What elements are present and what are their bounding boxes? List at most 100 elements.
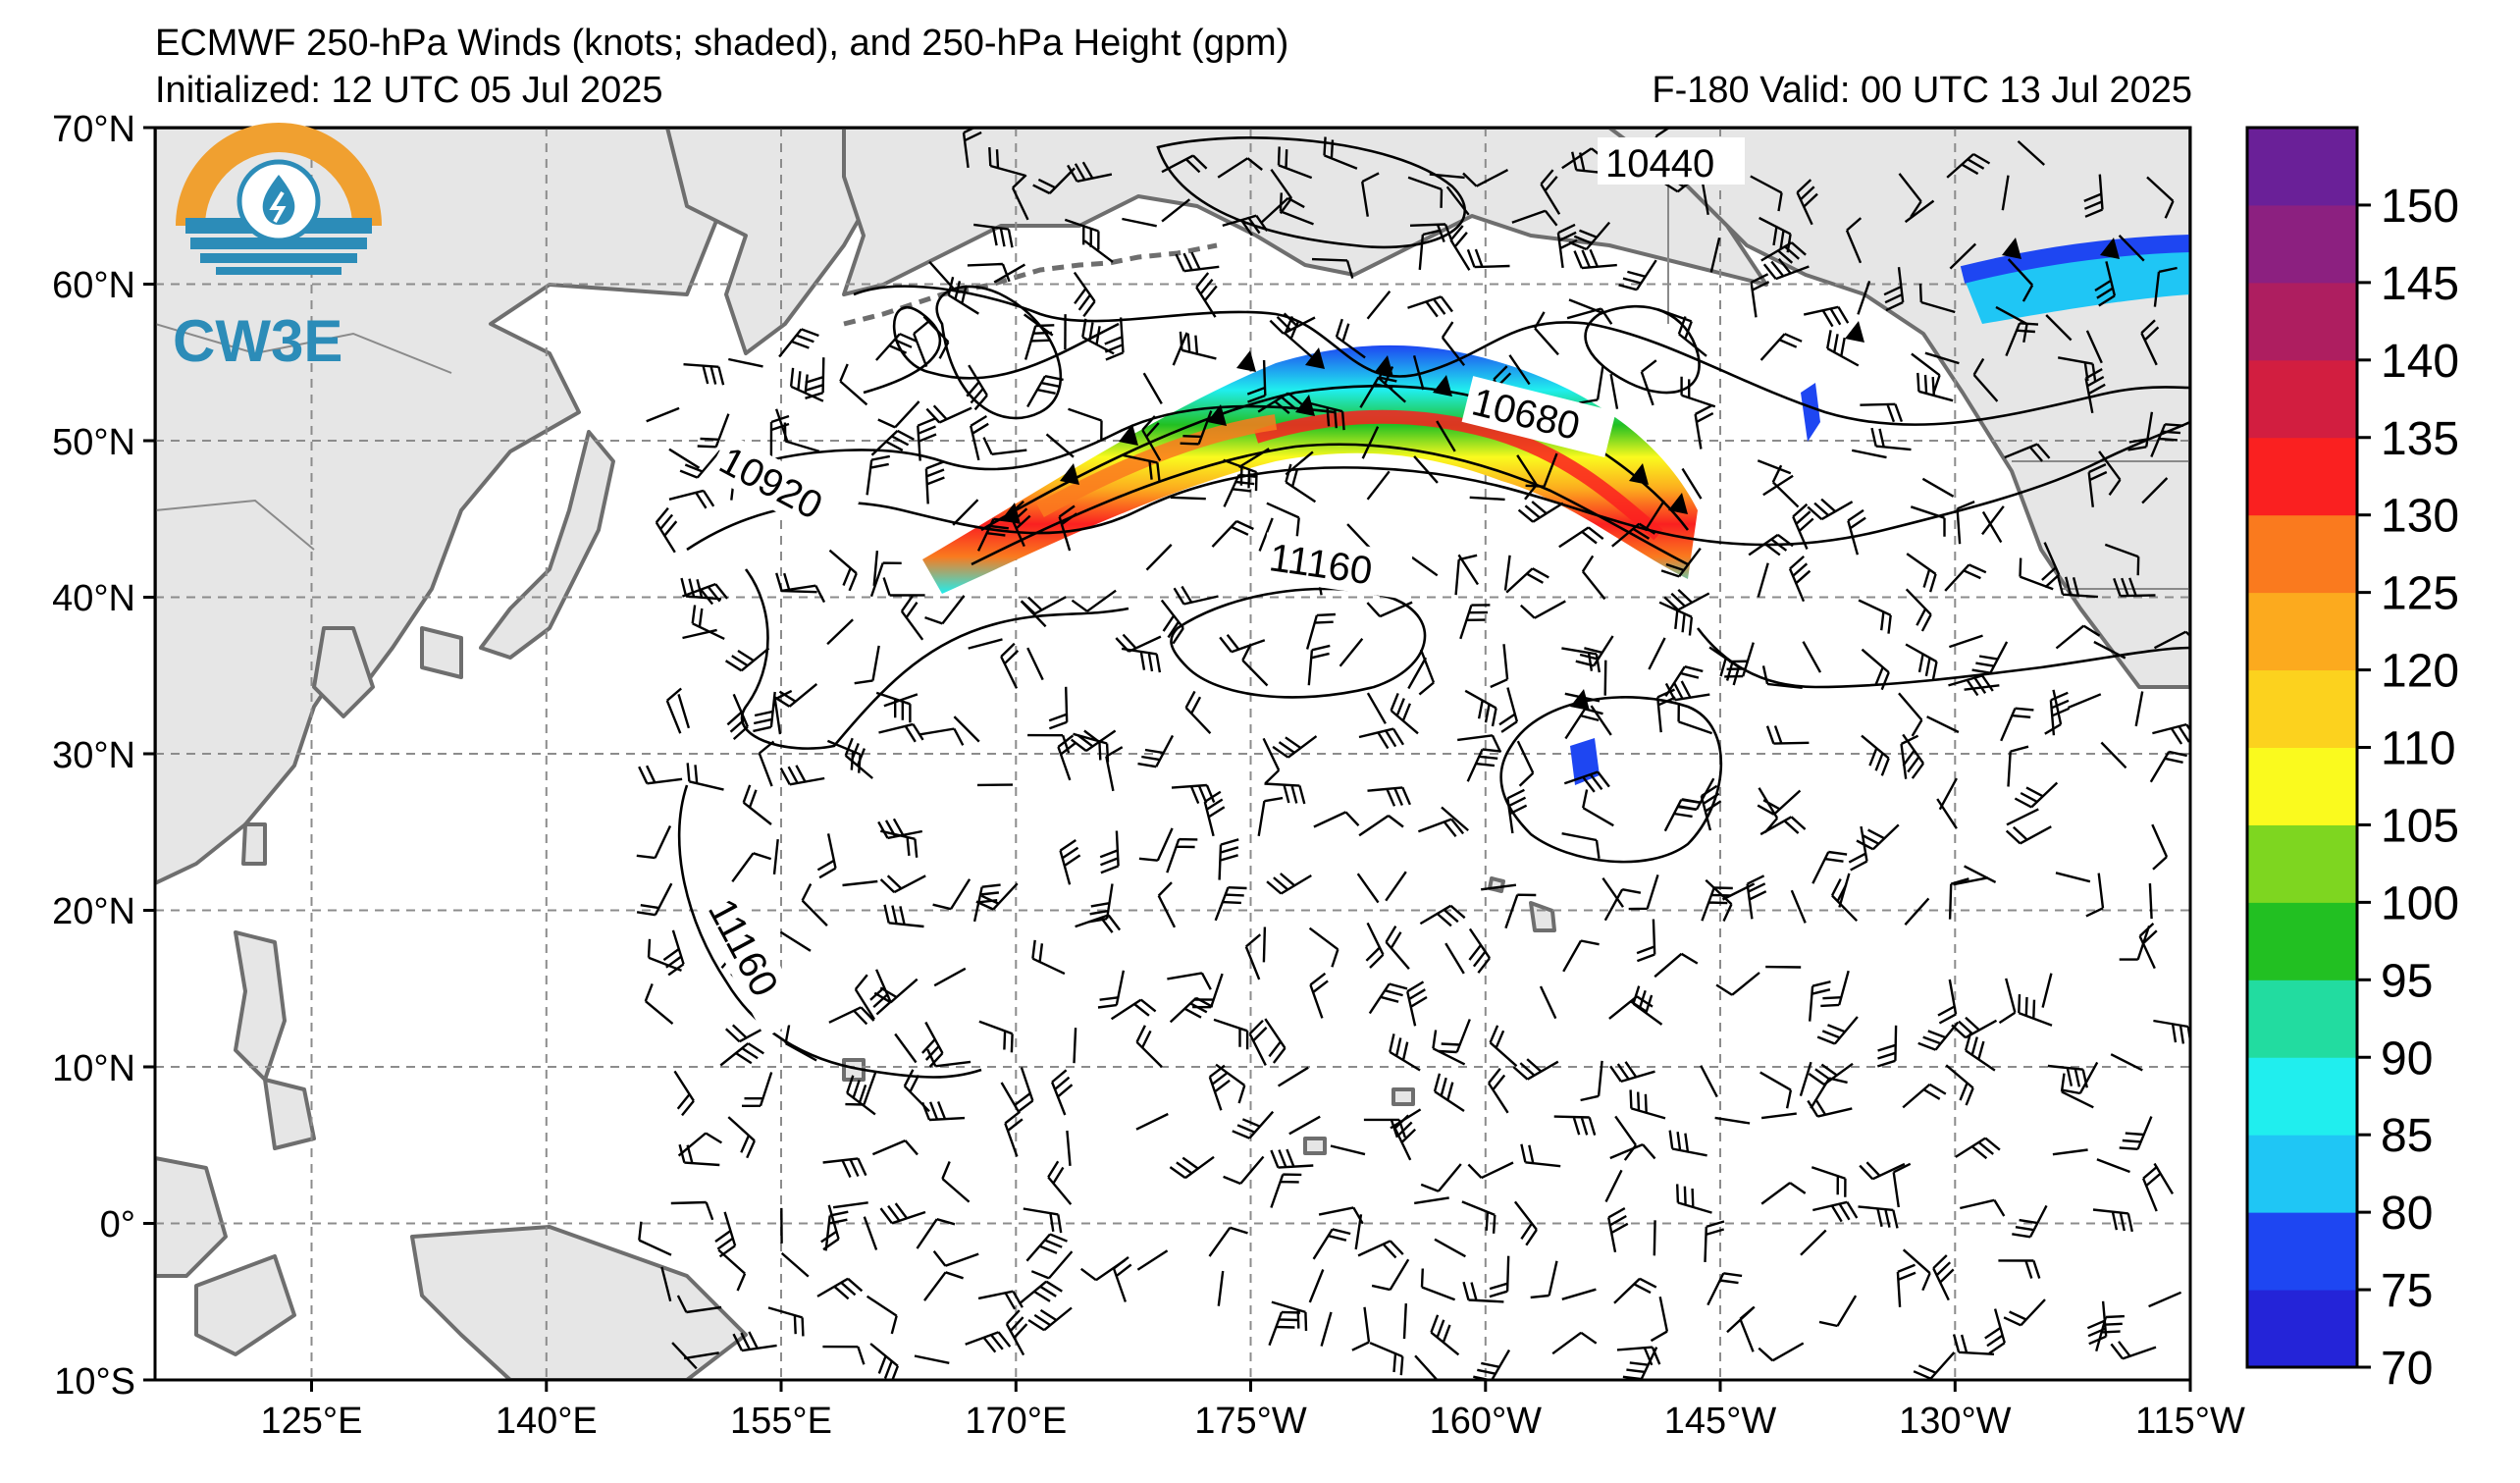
lat-label: 30°N bbox=[52, 735, 135, 776]
wind-barb bbox=[2005, 825, 2052, 845]
wind-barb bbox=[1208, 1064, 1231, 1111]
wind-barb bbox=[1904, 897, 1930, 927]
wind-barb bbox=[2041, 542, 2061, 589]
wind-barb bbox=[1739, 1305, 1756, 1352]
wind-barb bbox=[2151, 823, 2169, 871]
wind-barb bbox=[1504, 893, 1537, 929]
colorbar-bin bbox=[2247, 824, 2357, 903]
logo-text: CW3E bbox=[173, 308, 342, 374]
wind-barb bbox=[1219, 634, 1266, 654]
wind-barb bbox=[993, 263, 1025, 284]
wind-barb bbox=[1918, 283, 1956, 314]
wind-barb bbox=[697, 413, 730, 449]
wind-barb bbox=[1058, 504, 1077, 552]
wind-barb bbox=[1167, 972, 1212, 990]
wind-barb bbox=[1461, 1200, 1496, 1234]
wind-flag bbox=[1570, 689, 1590, 711]
wind-barb bbox=[726, 693, 750, 740]
wind-barb bbox=[2052, 1148, 2088, 1156]
wind-barb bbox=[1307, 401, 1345, 431]
wind-barb bbox=[1680, 376, 1716, 408]
wind-barb bbox=[1995, 305, 2028, 344]
wind-barb bbox=[1489, 1255, 1510, 1298]
wind-barb bbox=[1506, 788, 1528, 834]
wind-barb bbox=[1921, 477, 1955, 498]
wind-barb bbox=[1262, 737, 1281, 784]
wind-barb bbox=[1513, 1200, 1538, 1246]
lon-label: 140°E bbox=[496, 1401, 598, 1442]
wind-barb bbox=[1088, 883, 1114, 924]
wind-barb bbox=[1632, 985, 1663, 1026]
wind-barb bbox=[671, 1342, 698, 1370]
wind-barb bbox=[767, 1306, 805, 1337]
wind-barb bbox=[1613, 1277, 1657, 1304]
wind-barb bbox=[1173, 585, 1219, 606]
wind-barb bbox=[1305, 612, 1336, 650]
colorbar-tick-label: 140 bbox=[2381, 336, 2459, 388]
wind-barb bbox=[1468, 927, 1491, 974]
wind-barb bbox=[1122, 217, 1157, 228]
wind-barb bbox=[1553, 1115, 1597, 1136]
wind-barb bbox=[1721, 882, 1756, 901]
wind-barb bbox=[1141, 415, 1162, 461]
wind-barb bbox=[869, 1343, 900, 1380]
wind-barb bbox=[877, 818, 923, 840]
wind-barb bbox=[1628, 874, 1659, 911]
wind-barb bbox=[1944, 563, 1987, 592]
wind-barb bbox=[1369, 1342, 1404, 1376]
wind-barb bbox=[1563, 770, 1610, 793]
wind-barb bbox=[2085, 330, 2103, 364]
wind-barb bbox=[1948, 674, 1994, 697]
wind-barb bbox=[1750, 175, 1783, 212]
wind-barb bbox=[1358, 815, 1404, 837]
wind-barb bbox=[1068, 407, 1103, 440]
wind-barb bbox=[1851, 449, 1887, 459]
wind-barb bbox=[2041, 973, 2053, 1008]
wind-barb bbox=[822, 1157, 867, 1179]
wind-barb bbox=[828, 1006, 875, 1026]
wind-barb bbox=[1945, 1064, 1974, 1106]
wind-barb bbox=[665, 687, 682, 734]
wind-barb bbox=[1157, 881, 1177, 928]
wind-barb bbox=[691, 605, 725, 640]
wind-barb bbox=[2118, 235, 2145, 262]
wind-barb bbox=[1211, 519, 1254, 548]
wind-barb bbox=[660, 1266, 672, 1302]
wind-barb bbox=[871, 1139, 919, 1156]
wind-barb bbox=[742, 784, 772, 825]
wind-barb bbox=[1277, 1066, 1309, 1087]
wind-barb bbox=[894, 1033, 918, 1064]
wind-barb bbox=[1308, 1269, 1325, 1303]
wind-barb bbox=[1556, 223, 1578, 269]
colorbar-bin bbox=[2247, 128, 2357, 206]
wind-barb bbox=[2007, 258, 2034, 302]
wind-barb bbox=[1847, 508, 1866, 556]
wind-barb bbox=[1105, 746, 1124, 792]
wind-barb bbox=[772, 838, 779, 875]
wind-barb bbox=[778, 328, 819, 358]
wind-barb bbox=[1268, 1310, 1301, 1347]
wind-barb bbox=[1562, 939, 1600, 973]
wind-barb bbox=[977, 1290, 1024, 1310]
wind-barb bbox=[1603, 660, 1607, 696]
wind-barb bbox=[1905, 588, 1932, 632]
wind-barb bbox=[1762, 257, 1810, 281]
colorbar-tick-label: 95 bbox=[2381, 955, 2433, 1007]
wind-barb bbox=[923, 1271, 964, 1301]
wind-barb bbox=[1629, 1089, 1666, 1120]
colorbar-tick-label: 80 bbox=[2381, 1188, 2433, 1240]
wind-barb bbox=[638, 1221, 672, 1256]
wind-barb bbox=[2138, 923, 2158, 970]
wind-barb bbox=[1663, 589, 1710, 611]
colorbar-bin bbox=[2247, 1135, 2357, 1213]
wind-barb bbox=[2110, 1053, 2143, 1072]
wind-barb bbox=[1030, 1250, 1074, 1280]
wind-barb bbox=[1064, 218, 1100, 250]
wind-barb bbox=[1516, 740, 1535, 787]
wind-barb bbox=[1653, 1220, 1656, 1256]
colorbar-tick-label: 105 bbox=[2381, 800, 2459, 852]
wind-barb bbox=[1047, 1160, 1073, 1205]
wind-barb bbox=[1420, 1268, 1456, 1301]
wind-barb bbox=[921, 1021, 944, 1068]
wind-barb bbox=[932, 878, 971, 911]
